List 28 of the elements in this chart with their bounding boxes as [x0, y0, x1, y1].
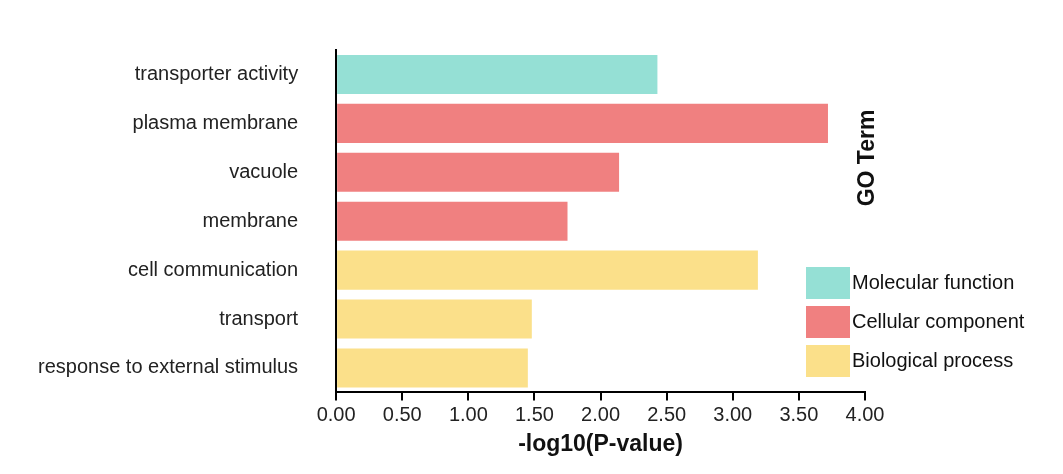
y-tick-label: vacuole: [229, 159, 299, 182]
bar: [337, 152, 620, 192]
x-tick-label: 3.50: [779, 402, 819, 425]
y-tick-label: membrane: [202, 208, 299, 231]
y-tick-label: transport: [219, 306, 299, 329]
x-tick-label: 2.00: [581, 402, 621, 425]
y-tick-label: plasma membrane: [132, 110, 299, 133]
legend-title: GO Term: [852, 109, 880, 207]
y-tick-label: transporter activity: [134, 61, 299, 84]
legend-label: Cellular component: [852, 310, 1025, 333]
x-tick-label: 0.00: [316, 402, 356, 425]
bar: [337, 201, 568, 241]
legend-label: Biological process: [852, 349, 1014, 372]
bar: [337, 103, 828, 143]
x-tick-label: 1.00: [448, 402, 488, 425]
x-tick-label: 2.50: [647, 402, 687, 425]
y-tick-label: cell communication: [128, 257, 299, 280]
bar: [337, 299, 532, 339]
y-tick-label: response to external stimulus: [37, 355, 299, 378]
legend-label: Molecular function: [852, 271, 1015, 294]
x-tick-label: 4.00: [845, 402, 885, 425]
x-tick-label: 3.00: [713, 402, 753, 425]
bar: [337, 54, 658, 95]
x-tick-label: 1.50: [514, 402, 554, 425]
x-axis-title: -log10(P-value): [518, 429, 683, 456]
bar: [337, 348, 528, 388]
x-tick-label: 0.50: [382, 402, 422, 425]
bar: [337, 250, 758, 290]
